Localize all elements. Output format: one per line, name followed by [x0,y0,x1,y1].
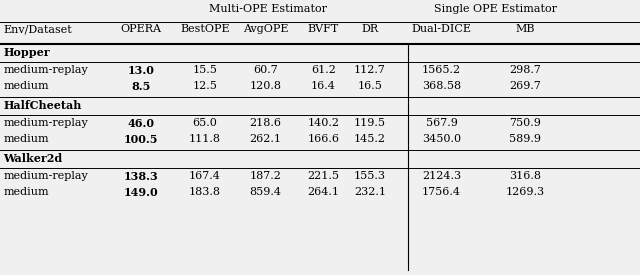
Text: 120.8: 120.8 [250,81,282,91]
Text: 187.2: 187.2 [250,171,282,181]
Text: 589.9: 589.9 [509,134,541,144]
Text: 232.1: 232.1 [354,187,386,197]
Text: 1565.2: 1565.2 [422,65,461,75]
Text: medium-replay: medium-replay [3,171,88,181]
Text: 218.6: 218.6 [250,118,282,128]
Text: 1269.3: 1269.3 [505,187,545,197]
Text: AvgOPE: AvgOPE [243,24,289,34]
Text: 183.8: 183.8 [189,187,221,197]
Text: 149.0: 149.0 [124,187,158,198]
Text: DR: DR [362,24,378,34]
Text: Walker2d: Walker2d [3,153,63,164]
Text: Multi-OPE Estimator: Multi-OPE Estimator [209,4,327,14]
Text: 16.5: 16.5 [358,81,382,91]
Text: 138.3: 138.3 [124,171,158,182]
Text: 65.0: 65.0 [193,118,217,128]
Text: medium: medium [3,134,49,144]
Text: 269.7: 269.7 [509,81,541,91]
Text: 221.5: 221.5 [307,171,339,181]
Text: 119.5: 119.5 [354,118,386,128]
Text: 298.7: 298.7 [509,65,541,75]
Text: BestOPE: BestOPE [180,24,230,34]
Text: 1756.4: 1756.4 [422,187,461,197]
Text: medium: medium [3,187,49,197]
Text: 111.8: 111.8 [189,134,221,144]
Text: BVFT: BVFT [308,24,339,34]
Text: 12.5: 12.5 [193,81,217,91]
Text: 15.5: 15.5 [193,65,217,75]
Text: 8.5: 8.5 [131,81,150,92]
Text: 13.0: 13.0 [127,65,154,76]
Text: 567.9: 567.9 [426,118,458,128]
Text: 60.7: 60.7 [253,65,278,75]
Text: 46.0: 46.0 [127,118,154,129]
Text: 859.4: 859.4 [250,187,282,197]
Text: Hopper: Hopper [3,47,50,58]
Text: 166.6: 166.6 [307,134,339,144]
Text: Env/Dataset: Env/Dataset [3,24,72,34]
Text: OPERA: OPERA [120,24,161,34]
Text: HalfCheetah: HalfCheetah [3,100,81,111]
Text: Dual-DICE: Dual-DICE [412,24,472,34]
Text: 155.3: 155.3 [354,171,386,181]
Text: 368.58: 368.58 [422,81,461,91]
Text: 262.1: 262.1 [250,134,282,144]
Text: 264.1: 264.1 [307,187,339,197]
Text: 750.9: 750.9 [509,118,541,128]
Text: 3450.0: 3450.0 [422,134,461,144]
Text: 167.4: 167.4 [189,171,221,181]
Text: 16.4: 16.4 [311,81,335,91]
Text: 145.2: 145.2 [354,134,386,144]
Text: medium-replay: medium-replay [3,65,88,75]
Text: 2124.3: 2124.3 [422,171,461,181]
Text: 112.7: 112.7 [354,65,386,75]
Text: medium-replay: medium-replay [3,118,88,128]
Text: 61.2: 61.2 [311,65,335,75]
Text: medium: medium [3,81,49,91]
Text: MB: MB [515,24,534,34]
Text: 316.8: 316.8 [509,171,541,181]
Text: 100.5: 100.5 [124,134,158,145]
Text: Single OPE Estimator: Single OPE Estimator [435,4,557,14]
Text: 140.2: 140.2 [307,118,339,128]
